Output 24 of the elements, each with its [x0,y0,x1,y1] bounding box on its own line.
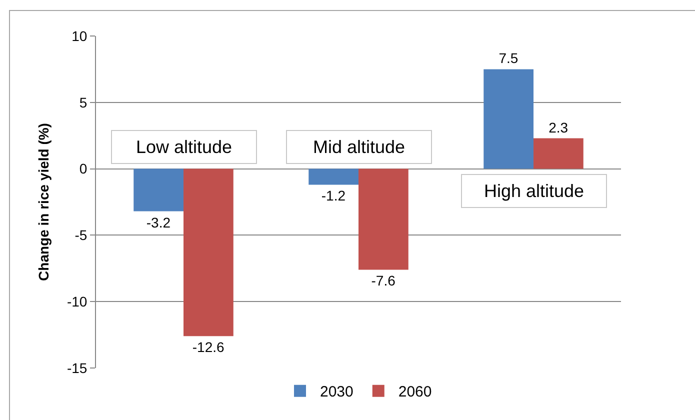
x-tick-label: High altitude [484,181,584,201]
y-tick-label: -15 [66,360,88,376]
y-tick-label: 10 [72,28,88,44]
bar [484,69,534,169]
x-tick-label: Mid altitude [312,137,406,157]
x-tick-label: Low altitude [136,137,232,157]
data-label: 2.3 [548,119,568,136]
y-tick-label: 0 [79,160,88,177]
y-tick-label: 5 [79,94,88,110]
y-tick-label: -10 [66,294,88,310]
bar [184,168,234,336]
data-label: -7.6 [371,272,396,289]
y-axis-title: Change in rice yield (%) [36,123,52,281]
legend-label: 2060 [398,384,432,401]
legend-label: 2030 [320,384,354,401]
y-tick-label: -5 [74,227,88,244]
data-label: -3.2 [146,214,171,230]
data-label: -12.6 [192,339,224,356]
bar [358,168,408,270]
bar [534,138,584,169]
bar [134,168,184,212]
data-label: -1.2 [321,188,346,204]
data-label: 7.5 [498,50,518,66]
bar [308,168,358,185]
